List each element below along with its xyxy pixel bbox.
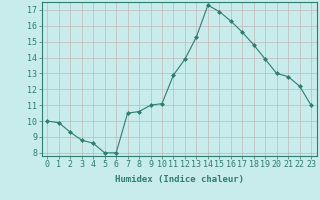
X-axis label: Humidex (Indice chaleur): Humidex (Indice chaleur) [115,175,244,184]
